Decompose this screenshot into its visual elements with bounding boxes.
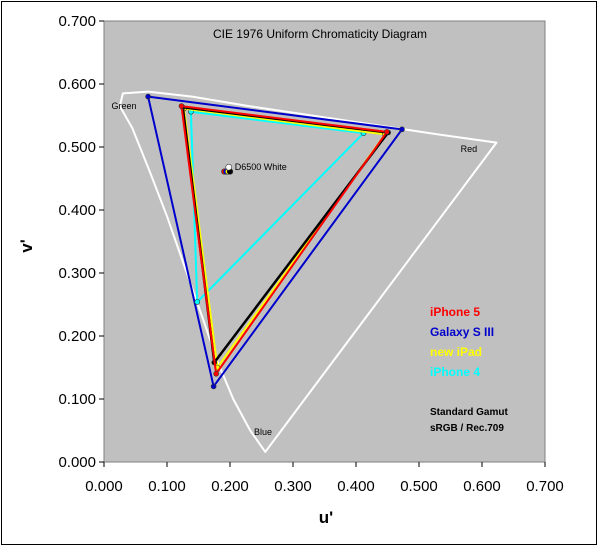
- legend-entry: iPhone 5: [430, 305, 480, 319]
- region-label: Red: [461, 144, 478, 154]
- x-tick-label: 0.700: [526, 478, 564, 495]
- y-tick-label: 0.400: [58, 202, 96, 219]
- region-label: Blue: [254, 427, 272, 437]
- legend-entry: new iPad: [430, 345, 482, 359]
- region-label-layer: Green Red Blue: [112, 101, 478, 437]
- x-tick-label: 0.000: [85, 478, 123, 495]
- gamut-triangle: [147, 95, 403, 388]
- legend: iPhone 5 Galaxy S III new iPad iPhone 4: [430, 305, 494, 379]
- x-tick-label: 0.300: [274, 478, 312, 495]
- plot-area: [103, 20, 546, 463]
- x-axis: 0.000 0.100 0.200 0.300 0.400 0.500 0.600 0.700: [85, 462, 564, 495]
- note-line-2: sRGB / Rec.709: [430, 423, 504, 434]
- x-axis-label: u': [319, 508, 333, 527]
- x-tick-label: 0.500: [400, 478, 438, 495]
- y-tick-label: 0.300: [58, 265, 96, 282]
- y-tick-label: 0.200: [58, 328, 96, 345]
- x-tick-label: 0.600: [463, 478, 501, 495]
- y-tick-label: 0.100: [58, 391, 96, 408]
- x-tick-label: 0.200: [211, 478, 249, 495]
- legend-entry: Galaxy S III: [430, 325, 494, 339]
- white-point-label: D6500 White: [235, 162, 287, 172]
- gamut-vertex-point: [145, 93, 151, 100]
- gamut-vertex-point: [399, 126, 405, 133]
- y-tick-label: 0.000: [58, 454, 96, 471]
- d65-white-point: [225, 163, 233, 171]
- gamut-vertex-point: [194, 299, 201, 305]
- gamut-triangle: [180, 105, 388, 375]
- x-tick-label: 0.400: [337, 478, 375, 495]
- gamut-vertex-point: [178, 103, 185, 109]
- x-tick-label: 0.100: [148, 478, 186, 495]
- chart-title: CIE 1976 Uniform Chromaticity Diagram: [213, 27, 427, 41]
- gamut-triangle: [183, 107, 386, 369]
- y-tick-label: 0.500: [58, 139, 96, 156]
- gamut-layer: [145, 93, 405, 390]
- y-tick-label: 0.700: [58, 13, 96, 30]
- y-tick-label: 0.600: [58, 76, 96, 93]
- white-point-layer: D6500 White: [221, 162, 287, 175]
- note-line-1: Standard Gamut: [430, 407, 508, 418]
- legend-entry: iPhone 4: [430, 365, 480, 379]
- gamut-vertex-point: [210, 383, 217, 390]
- y-axis: 0.000 0.100 0.200 0.300 0.400 0.500 0.600 0.700: [58, 13, 104, 471]
- gamut-vertex-point: [384, 129, 390, 135]
- region-label: Green: [112, 101, 137, 111]
- gamut-vertex-point: [213, 370, 219, 377]
- y-axis-label: v': [17, 239, 36, 253]
